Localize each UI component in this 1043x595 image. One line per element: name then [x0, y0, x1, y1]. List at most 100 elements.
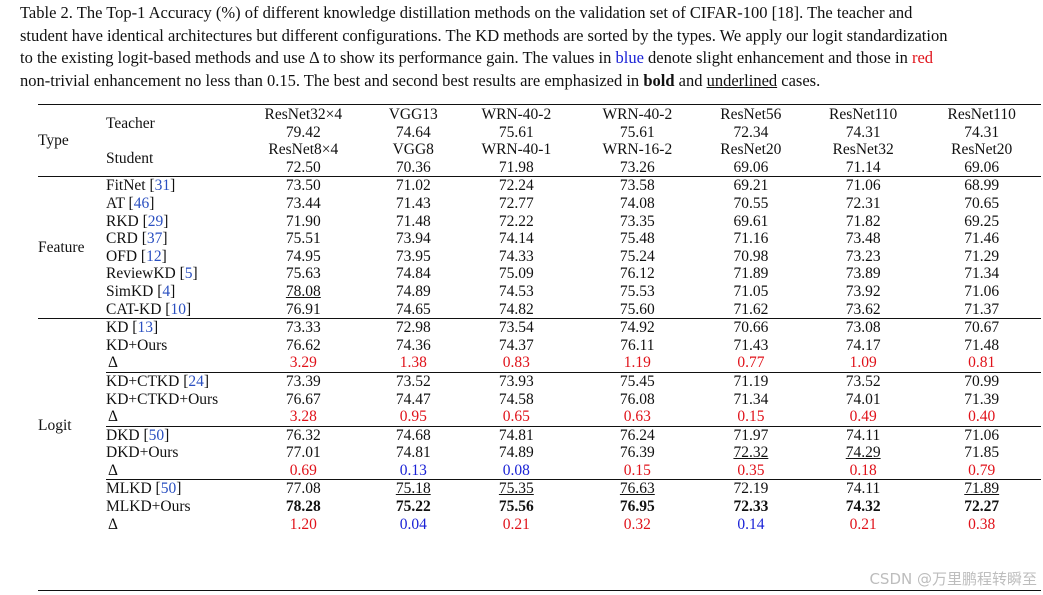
accuracy-value: 75.63	[285, 265, 321, 283]
citation-link[interactable]: 5	[184, 265, 193, 283]
value-cell: 73.93	[455, 371, 577, 391]
accuracy-value: 74.11	[846, 480, 881, 498]
method-label: CAT-KD	[106, 300, 162, 318]
accuracy-value: 71.82	[845, 212, 881, 230]
method-name: ReviewKD [5]	[106, 265, 198, 283]
value-cell: 74.53	[456, 283, 577, 301]
value-cell: 73.54	[455, 318, 577, 337]
student-accuracy: 71.98	[498, 158, 534, 176]
accuracy-value: 70.55	[733, 194, 769, 212]
value-cell: 75.18	[370, 479, 456, 499]
value-cell: 76.08	[577, 391, 698, 409]
student-accuracy: 72.50	[285, 158, 321, 176]
accuracy-value: 74.84	[395, 265, 431, 283]
method-name: KD+Ours	[106, 337, 236, 355]
accuracy-value: 71.06	[845, 177, 881, 195]
accuracy-value: 0.14	[737, 515, 765, 533]
value-cell: 0.65	[456, 408, 577, 426]
accuracy-value: 0.15	[623, 461, 651, 479]
table-row: Δ 3.29 1.38 0.83 1.19 0.77 1.09 0.81	[38, 354, 1041, 372]
method-name: DKD+Ours	[106, 444, 236, 462]
accuracy-value: 74.32	[845, 498, 881, 516]
method-label: Δ	[108, 408, 118, 426]
value-cell: 74.14	[456, 230, 577, 248]
citation-link[interactable]: 50	[160, 480, 177, 498]
accuracy-value: 73.23	[845, 247, 881, 265]
accuracy-value: 71.43	[733, 336, 769, 354]
citation-link[interactable]: 31	[154, 177, 171, 195]
citation-link[interactable]: 29	[147, 212, 164, 230]
method-label: KD+Ours	[106, 336, 168, 354]
accuracy-value: 71.29	[964, 247, 1000, 265]
teacher-accuracy: 74.31	[964, 123, 1000, 141]
value-cell: 1.09	[804, 354, 923, 372]
results-table: Type Teacher ResNet32×4 VGG13 WRN-40-2 WRN-40…	[38, 106, 1041, 534]
citation-link[interactable]: 12	[146, 247, 162, 265]
value-cell: 0.81	[922, 354, 1041, 372]
accuracy-value: 73.54	[498, 319, 534, 337]
student-model: ResNet32	[832, 141, 894, 159]
method-label: CRD	[106, 230, 138, 248]
accuracy-value: 0.18	[849, 461, 877, 479]
value-cell: 74.11	[803, 479, 923, 499]
value-cell: 71.19	[697, 371, 804, 391]
value-cell: 75.48	[577, 230, 698, 248]
value-cell: 71.06	[803, 176, 923, 195]
value-cell: 75.63	[236, 265, 371, 283]
citation-link[interactable]: 10	[170, 300, 186, 318]
teacher-accuracy: 75.61	[619, 123, 655, 141]
accuracy-value: 74.65	[395, 300, 431, 318]
value-cell: 74.17	[804, 337, 923, 355]
value-cell: 72.22	[456, 213, 577, 231]
student-model: WRN-40-1	[481, 141, 552, 159]
value-cell: 0.79	[922, 462, 1041, 480]
caption-underlined-word: underlined	[706, 70, 778, 90]
accuracy-value: 74.68	[395, 426, 431, 444]
citation-link[interactable]: 37	[146, 230, 163, 248]
value-cell: 73.58	[576, 176, 698, 195]
value-cell: 71.48	[922, 337, 1041, 355]
student-model: ResNet8×4	[268, 141, 339, 159]
value-cell: 0.08	[456, 462, 577, 480]
value-cell: 74.01	[804, 391, 923, 409]
method-label: OFD	[106, 247, 138, 265]
value-cell: 74.89	[371, 283, 456, 301]
value-cell: 76.11	[577, 337, 698, 355]
accuracy-value: 72.77	[498, 194, 534, 212]
teacher-model: ResNet56	[720, 106, 782, 123]
accuracy-value: 1.09	[849, 354, 877, 372]
accuracy-value: 71.37	[964, 300, 1000, 318]
accuracy-value: 70.66	[733, 319, 769, 337]
value-cell: 74.84	[371, 265, 456, 283]
accuracy-value: 1.20	[289, 515, 317, 533]
value-cell: 0.18	[804, 462, 923, 480]
value-cell: 74.81	[455, 425, 577, 445]
method-label: DKD+Ours	[106, 444, 179, 462]
method-name: MLKD [50]	[106, 479, 236, 499]
table-caption: Table 2. The Top-1 Accuracy (%) of diffe…	[20, 2, 1043, 92]
accuracy-value: 75.56	[498, 498, 534, 516]
method-name: Δ	[106, 516, 236, 534]
teacher-model: ResNet110	[829, 106, 898, 123]
accuracy-value: 0.65	[502, 408, 530, 426]
value-cell: 71.43	[371, 195, 456, 213]
citation-link[interactable]: 46	[133, 194, 150, 212]
citation-link[interactable]: 50	[148, 426, 165, 444]
citation-link[interactable]: 24	[188, 372, 204, 390]
accuracy-value: 0.32	[623, 515, 651, 533]
value-cell: 73.52	[803, 371, 923, 391]
value-cell: 74.36	[371, 337, 456, 355]
accuracy-value: 69.25	[964, 212, 1000, 230]
method-label: KD+CTKD	[106, 372, 180, 390]
accuracy-value: 73.08	[845, 319, 881, 337]
method-label: KD+CTKD+Ours	[106, 390, 219, 408]
value-cell: 73.44	[236, 195, 371, 213]
table-row: Δ 1.20 0.04 0.21 0.32 0.14 0.21 0.38	[38, 516, 1041, 534]
value-cell: 0.83	[456, 354, 577, 372]
citation-link[interactable]: 4	[162, 282, 171, 300]
results-table-body: Type Teacher ResNet32×4 VGG13 WRN-40-2 WRN-40…	[38, 106, 1041, 534]
accuracy-value: 71.39	[964, 390, 1000, 408]
value-cell: 76.12	[577, 265, 698, 283]
citation-link[interactable]: 13	[137, 319, 153, 337]
accuracy-value: 74.81	[498, 426, 534, 444]
